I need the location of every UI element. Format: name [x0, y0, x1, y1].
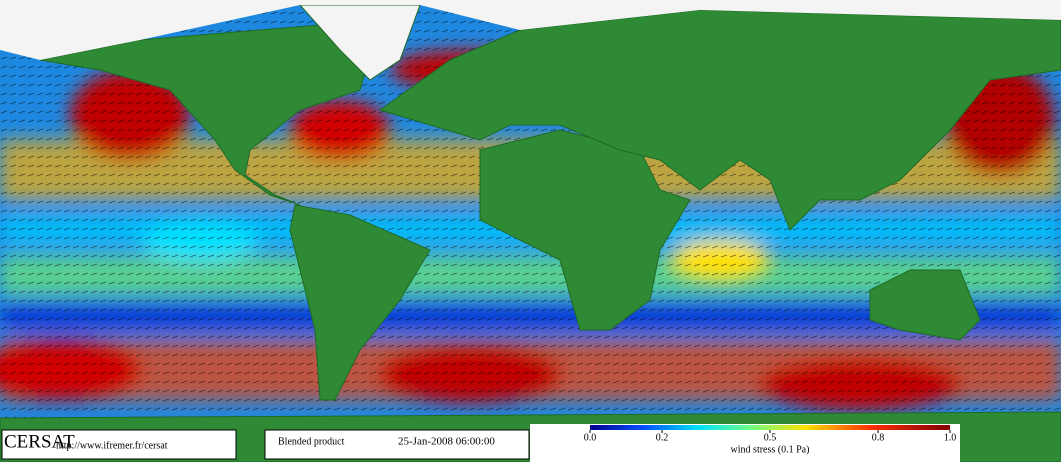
colorbar: wind stress (0.1 Pa) 0.0 0.2 0.5 0.8 1.0: [530, 424, 960, 462]
timestamp: 25-Jan-2008 06:00:00: [398, 436, 495, 448]
colorbar-tick-label: 0.5: [764, 432, 777, 443]
colorbar-scale: [590, 425, 950, 430]
colorbar-tick-label: 0.0: [584, 432, 597, 443]
url: http://www.ifremer.fr/cersat: [56, 440, 168, 451]
colorbar-tick-label: 0.8: [872, 432, 885, 443]
logo: CERSAT: [4, 431, 75, 452]
product: Blended product: [278, 436, 345, 447]
info-box: CERSAT http://www.ifremer.fr/cersat Blen…: [1, 429, 530, 460]
colorbar-tick-label: 0.2: [656, 432, 669, 443]
colorbar-label: wind stress (0.1 Pa): [731, 444, 810, 455]
colorbar-tick-label: 1.0: [944, 432, 957, 443]
